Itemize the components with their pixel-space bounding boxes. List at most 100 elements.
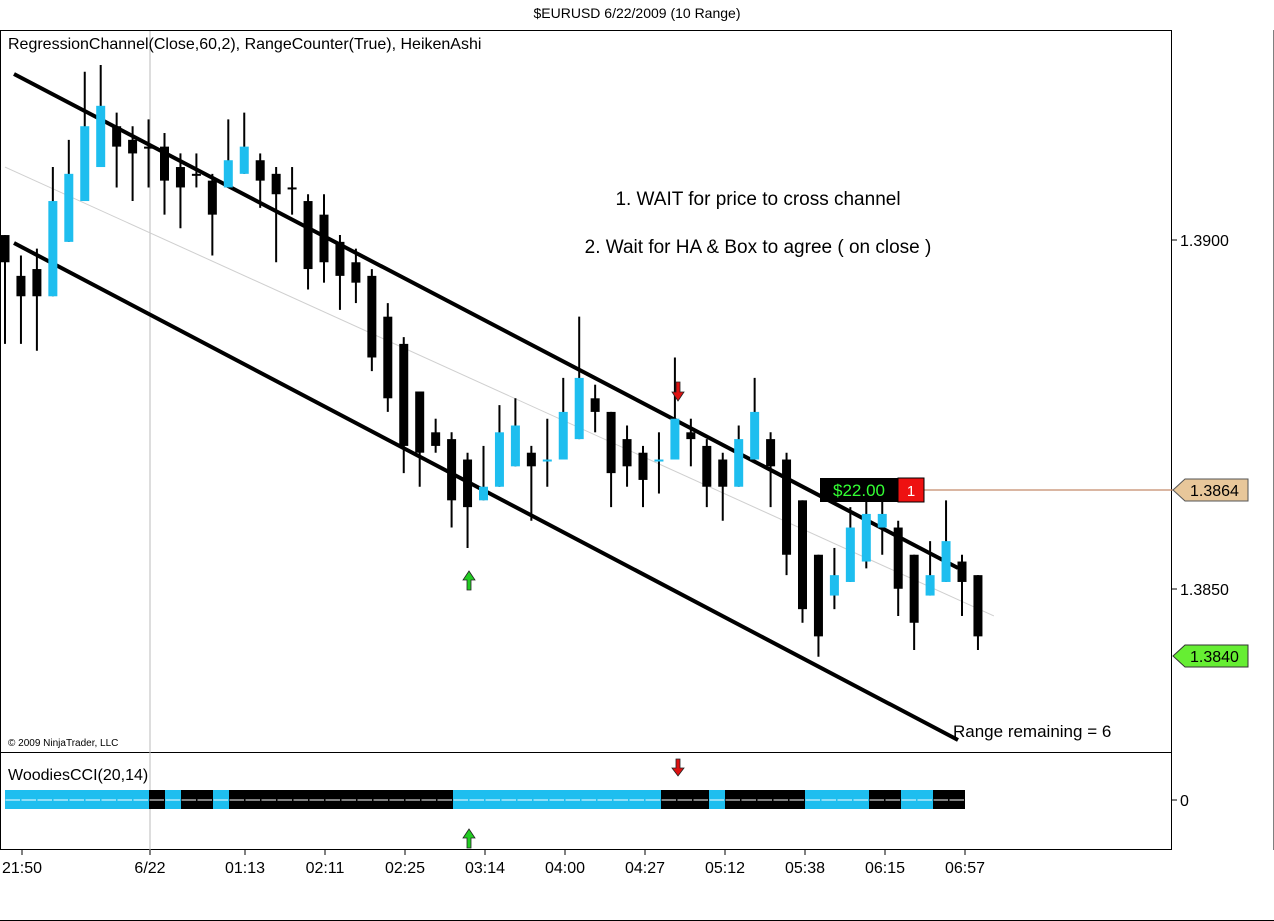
x-tick-label: 02:25 <box>385 860 425 877</box>
candle-body <box>447 439 457 501</box>
candle <box>367 269 377 372</box>
candle <box>782 452 792 576</box>
annotation-1: 1. WAIT for price to cross channel <box>615 189 900 210</box>
annotation-2: 2. Wait for HA & Box to agree ( on close… <box>585 237 932 258</box>
candle <box>335 235 345 310</box>
candle <box>622 425 632 487</box>
candle-body <box>542 459 552 462</box>
candle <box>718 452 728 521</box>
candle-body <box>829 575 839 596</box>
sell-signal-arrow <box>671 381 685 402</box>
candle <box>702 439 712 508</box>
candle-body <box>351 262 361 283</box>
candle-body <box>622 439 632 467</box>
candle-body <box>112 126 122 147</box>
candle <box>48 167 58 297</box>
chart-title: $EURUSD 6/22/2009 (10 Range) <box>533 5 740 21</box>
candle <box>144 119 154 188</box>
candle-body <box>128 139 138 154</box>
price-panel-frame <box>0 30 1172 753</box>
x-tick-label: 06:57 <box>945 860 985 877</box>
candle <box>112 112 122 188</box>
candle-body <box>431 432 441 446</box>
candle-body <box>590 398 600 412</box>
copyright-text: © 2009 NinjaTrader, LLC <box>8 738 118 749</box>
x-tick-label: 04:00 <box>545 860 585 877</box>
candle <box>239 112 249 174</box>
candle <box>207 173 217 256</box>
price-indicator-label: RegressionChannel(Close,60,2), RangeCoun… <box>8 36 481 53</box>
candlestick-series <box>0 65 983 657</box>
candle-body <box>526 452 536 467</box>
candle <box>64 139 74 242</box>
candle-body <box>335 241 345 276</box>
candle <box>351 248 361 304</box>
candle-body <box>558 411 568 460</box>
candle <box>175 153 185 229</box>
candle-body <box>479 486 488 501</box>
candle <box>686 418 696 467</box>
candle-body <box>766 439 776 467</box>
candle <box>574 316 584 440</box>
candle-body <box>96 105 106 168</box>
candle <box>479 445 488 501</box>
cci-buy-arrow <box>462 828 476 849</box>
candle-body <box>973 575 983 637</box>
candle <box>271 167 281 263</box>
candle <box>287 167 297 215</box>
candle <box>16 255 26 344</box>
candle <box>191 153 201 188</box>
candle <box>255 153 265 208</box>
y-tick-label: 1.3900 <box>1180 233 1229 250</box>
candle <box>845 507 855 582</box>
candle <box>829 547 839 610</box>
buy-signal-arrow <box>462 570 476 591</box>
candle-body <box>510 425 520 467</box>
candle <box>96 65 106 168</box>
y-axis: 1.3900 1.3850 <box>1171 233 1229 599</box>
x-axis: 21:50 6/22 01:13 02:11 02:25 03:14 04:00 04:27 0… <box>2 850 985 877</box>
candle <box>160 133 169 215</box>
last-price-tag-label: 1.3840 <box>1190 649 1239 666</box>
x-tick-label: 6/22 <box>134 860 165 877</box>
candle <box>813 554 823 657</box>
candle-body <box>223 160 233 188</box>
candle-body <box>750 411 760 460</box>
candle-body <box>48 201 58 297</box>
x-tick-label: 06:15 <box>865 860 905 877</box>
channel-upper-line <box>13 72 959 570</box>
candle-body <box>494 432 504 487</box>
candle <box>734 425 744 487</box>
candle-body <box>813 554 823 637</box>
x-tick-label: 01:13 <box>225 860 265 877</box>
candle <box>750 377 760 460</box>
candle-body <box>654 459 664 462</box>
candle-body <box>399 343 409 446</box>
candle-body <box>670 418 680 460</box>
candle-body <box>32 269 42 297</box>
candle-body <box>893 527 903 589</box>
candle <box>861 493 871 569</box>
candle <box>670 357 680 460</box>
candle <box>80 71 90 202</box>
candle-body <box>175 167 185 188</box>
candle-body <box>574 377 584 440</box>
candle-body <box>925 575 935 596</box>
cci-histogram-bar <box>5 790 965 809</box>
candle <box>303 194 313 290</box>
candle <box>223 119 233 188</box>
candle <box>766 432 776 508</box>
candle <box>973 575 983 650</box>
candle <box>941 500 951 582</box>
candle <box>463 452 473 548</box>
candle <box>510 398 520 467</box>
x-tick-label: 05:38 <box>785 860 825 877</box>
candle <box>893 520 903 616</box>
candle-body <box>255 160 265 181</box>
candle-body <box>957 561 967 582</box>
x-tick-label: 21:50 <box>2 860 42 877</box>
candle-body <box>239 146 249 174</box>
candle <box>925 541 935 596</box>
candle-body <box>718 459 728 487</box>
